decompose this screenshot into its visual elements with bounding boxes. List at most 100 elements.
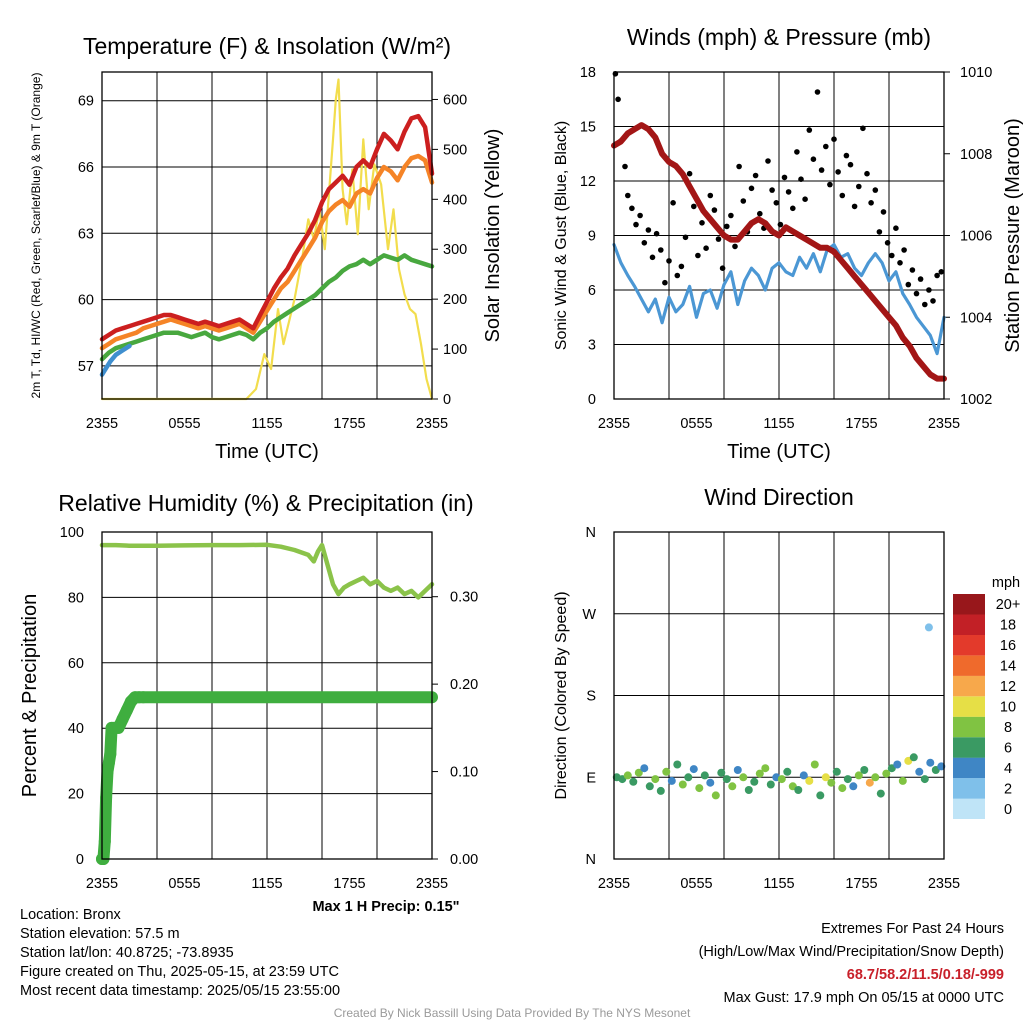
wind-gust-point <box>909 267 916 273</box>
rh-y-tick-label: 40 <box>68 721 84 737</box>
rh-series-humidity <box>99 542 435 600</box>
dir-point <box>755 769 764 778</box>
wind-gust-point <box>658 247 664 253</box>
dir-point <box>777 775 786 784</box>
wind-gust-point <box>872 187 879 193</box>
dir-point <box>876 789 885 798</box>
temp-x-axis-label: Time (UTC) <box>215 441 319 463</box>
dir-legend-label: 20+ <box>996 597 1021 613</box>
dir-legend-label: 6 <box>1004 740 1012 756</box>
wind-gust-point <box>897 260 903 266</box>
dir-legend-swatch <box>953 737 985 758</box>
wind-x-tick-label: 0555 <box>680 416 712 432</box>
temp-series-wind_chill <box>99 343 132 377</box>
temp-x-tick-label: 0555 <box>168 416 200 432</box>
rh-y-right-tick-label: 0.00 <box>450 852 478 868</box>
wind-gust-point <box>752 172 759 179</box>
wind-gust-point <box>847 161 854 168</box>
rh-precip-point <box>98 835 111 848</box>
temp-y-tick-label: 63 <box>78 226 94 242</box>
dir-point <box>827 778 836 787</box>
temp-series-dewpoint <box>99 253 435 362</box>
temp-y-right-tick-label: 100 <box>443 342 467 358</box>
wind-gust-point <box>864 170 870 177</box>
wind-gust-point <box>678 263 685 270</box>
wind-gust-point <box>823 143 829 150</box>
extremes-info: Extremes For Past 24 Hours (High/Low/Max… <box>699 918 1004 1010</box>
wind-gust-point <box>740 198 747 204</box>
wind-gust-point <box>666 258 672 264</box>
dir-point <box>810 760 819 769</box>
temp-series-temp_9m <box>99 153 435 351</box>
wind-gust-point <box>707 192 714 199</box>
wind-x-tick-label: 1755 <box>845 416 877 432</box>
wind-gust-point <box>765 158 771 164</box>
rh-x-tick-label: 2355 <box>86 876 118 892</box>
station-info: Location: Bronx Station elevation: 57.5 … <box>20 906 340 1001</box>
dir-y-tick-label: W <box>582 607 596 623</box>
dir-legend-label: 10 <box>1000 700 1016 716</box>
wind-gust-point <box>901 247 907 253</box>
wind-gust-point <box>633 221 639 228</box>
wind-gust-point <box>699 220 705 226</box>
credit-text: Created By Nick Bassill Using Data Provi… <box>333 1006 691 1020</box>
wind-gust-point <box>622 163 628 170</box>
wind-gust-point <box>670 200 676 206</box>
dir-legend-label: 18 <box>1000 618 1016 634</box>
wind-gust-point <box>922 301 928 308</box>
wind-series-speed <box>612 243 946 356</box>
rh-x-tick-label: 1155 <box>251 876 282 892</box>
dir-point <box>783 767 792 776</box>
dir-point <box>821 773 830 782</box>
wind-gust-point <box>843 152 850 159</box>
dir-legend-swatch <box>953 696 985 717</box>
wind-y-right-tick-label: 1002 <box>960 392 992 408</box>
wind-gust-point <box>893 225 899 231</box>
dir-legend-label: 8 <box>1004 720 1012 736</box>
dir-legend-swatch <box>953 798 985 819</box>
wind-gust-point <box>649 254 656 261</box>
wind-chart-title: Winds (mph) & Pressure (mb) <box>627 24 931 50</box>
dir-point <box>733 766 742 774</box>
wind-gust-point <box>913 290 920 297</box>
wind-gust-point <box>934 272 940 279</box>
dir-point <box>924 623 933 632</box>
wind-gust-point <box>810 156 817 162</box>
wind-gust-point <box>728 212 734 219</box>
wind-gust-point <box>674 272 681 279</box>
rh-precip-point <box>137 691 150 704</box>
dir-x-tick-label: 0555 <box>680 876 712 892</box>
temp-y-right-tick-label: 600 <box>443 92 467 108</box>
dir-point <box>805 776 814 785</box>
wind-y-tick-label: 0 <box>588 392 596 408</box>
wind-y-axis-label: Sonic Wind & Gust (Blue, Black) <box>553 121 570 350</box>
wind-gust-point <box>884 240 891 246</box>
wind-gust-point <box>625 192 631 199</box>
wind-gust-point <box>736 163 742 170</box>
wind-series-pressure <box>611 122 947 382</box>
temp-series-temperature <box>99 113 435 342</box>
wind-gust-point <box>732 243 738 250</box>
wind-gust-point <box>880 209 887 215</box>
wind-gust-point <box>629 205 635 212</box>
temp-x-tick-label: 2355 <box>416 416 448 432</box>
max-gust-text: Max Gust: 17.9 mph On 05/15 at 0000 UTC <box>723 990 1004 1006</box>
extremes-values: 68.7/58.2/11.5/0.18/-999 <box>846 967 1004 983</box>
dir-point <box>744 786 753 794</box>
dir-point <box>893 760 902 769</box>
temp-y-tick-label: 57 <box>78 359 94 375</box>
dir-point <box>860 766 869 774</box>
wind-gust-point <box>851 203 858 210</box>
dir-point <box>766 780 775 789</box>
dir-point <box>794 786 803 794</box>
wind-gust-point <box>645 227 652 233</box>
wind-gust-point <box>691 203 697 210</box>
wind-gust-point <box>926 287 932 293</box>
wind-gust-point <box>938 269 945 275</box>
dir-point <box>832 767 841 776</box>
wind-gust-point <box>839 192 846 199</box>
dir-point <box>695 784 704 793</box>
dir-y-axis-label: Direction (Colored By Speed) <box>553 591 570 799</box>
dir-y-tick-label: N <box>586 852 596 868</box>
